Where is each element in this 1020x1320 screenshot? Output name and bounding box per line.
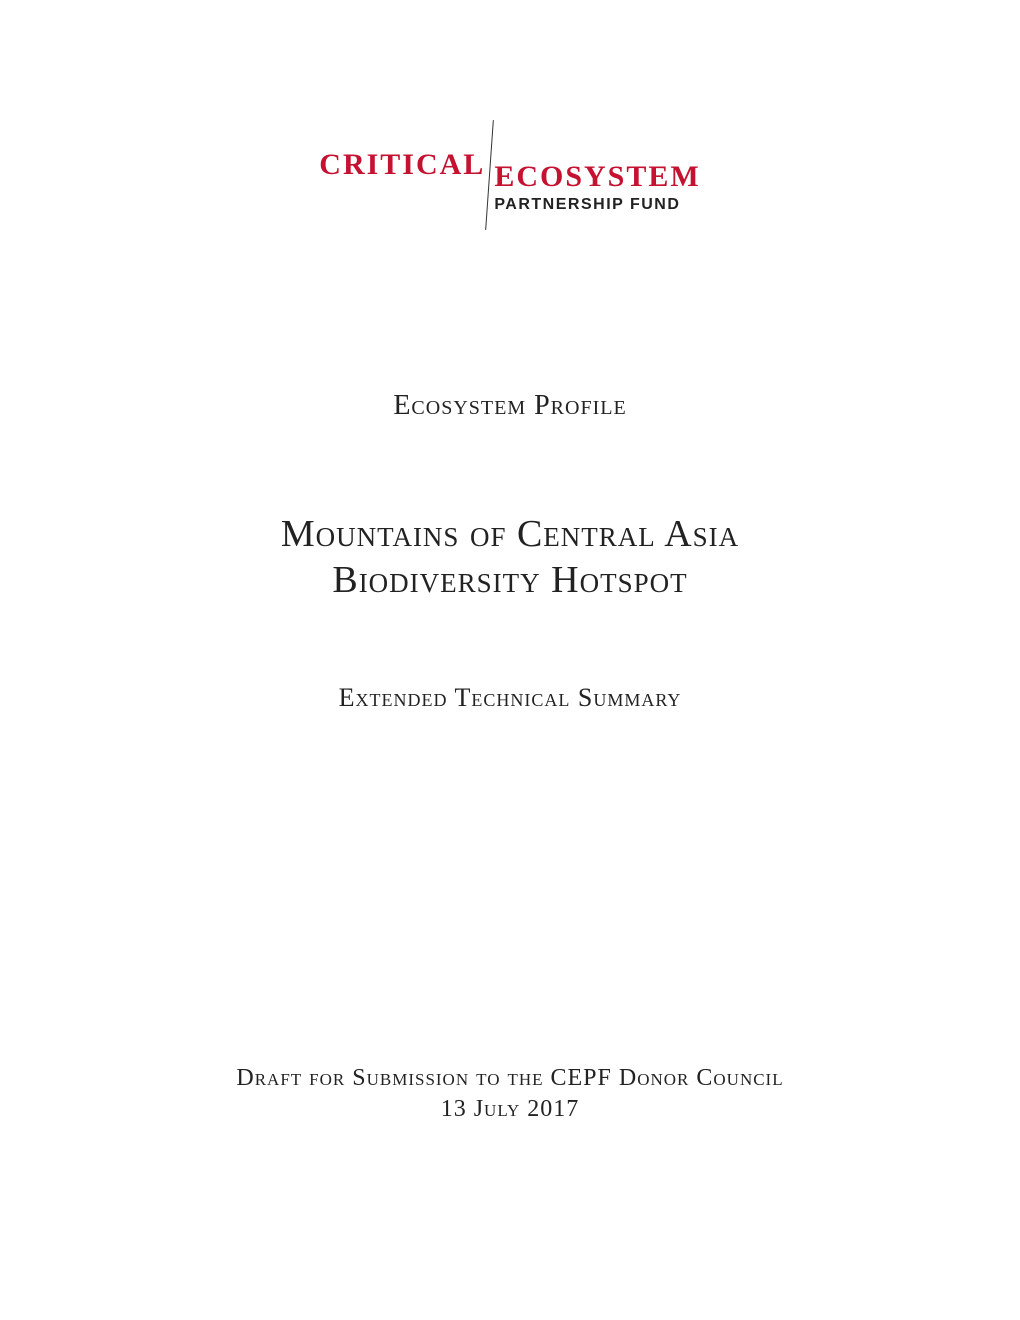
document-page: CRITICAL ECOSYSTEM PARTNERSHIP FUND Ecos… [0,0,1020,1320]
logo-left-block: CRITICAL [319,120,485,182]
footer-date-line: 13 July 2017 [0,1094,1020,1125]
logo-word-partnership: PARTNERSHIP FUND [494,196,700,214]
logo-divider-line [485,120,494,230]
logo-word-critical: CRITICAL [319,148,485,182]
cepf-logo: CRITICAL ECOSYSTEM PARTNERSHIP FUND [319,120,700,230]
subtitle-technical-summary: Extended Technical Summary [339,683,682,713]
footer-draft-line: Draft for Submission to the CEPF Donor C… [0,1063,1020,1094]
main-title: Mountains of Central Asia Biodiversity H… [281,512,739,603]
title-line-2: Biodiversity Hotspot [281,558,739,604]
footer-block: Draft for Submission to the CEPF Donor C… [0,1063,1020,1125]
logo-word-ecosystem: ECOSYSTEM [494,160,700,194]
title-line-1: Mountains of Central Asia [281,512,739,558]
logo-right-block: ECOSYSTEM PARTNERSHIP FUND [494,120,700,214]
subtitle-ecosystem-profile: Ecosystem Profile [393,390,626,422]
